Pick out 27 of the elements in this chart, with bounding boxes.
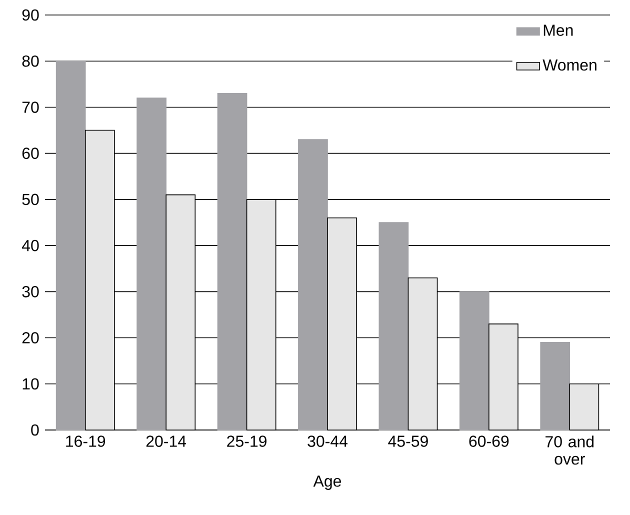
y-tick-label: 70 (22, 102, 39, 113)
bar (459, 291, 490, 430)
y-tick-label: 40 (22, 240, 39, 252)
x-axis-title: Age (313, 476, 342, 490)
y-tick-label: 60 (22, 148, 39, 159)
legend-label: Women (542, 60, 596, 71)
bar (136, 98, 166, 430)
y-tick-label: 30 (22, 286, 39, 298)
x-tick-label: 30-44 (308, 436, 348, 447)
bar (298, 139, 328, 430)
y-tick-label: 20 (22, 332, 39, 344)
x-tick-label: 20-14 (146, 436, 186, 447)
y-tick-label: 50 (22, 194, 39, 206)
bar (56, 60, 86, 430)
y-tick-label: 80 (22, 55, 39, 67)
legend-label: Men (544, 24, 573, 36)
x-tick-label: 16-19 (66, 436, 106, 447)
y-tick-label: 10 (22, 378, 39, 390)
bar (378, 222, 409, 430)
x-tick-label: 60-69 (469, 436, 509, 447)
x-tick-label: 70 and over (546, 436, 594, 465)
y-tick-label: 0 (31, 424, 39, 436)
bar (217, 92, 248, 430)
y-tick-label: 90 (22, 9, 39, 21)
x-tick-label: 45-59 (388, 436, 428, 447)
bar (540, 342, 570, 430)
x-tick-label: 25-19 (227, 436, 266, 447)
